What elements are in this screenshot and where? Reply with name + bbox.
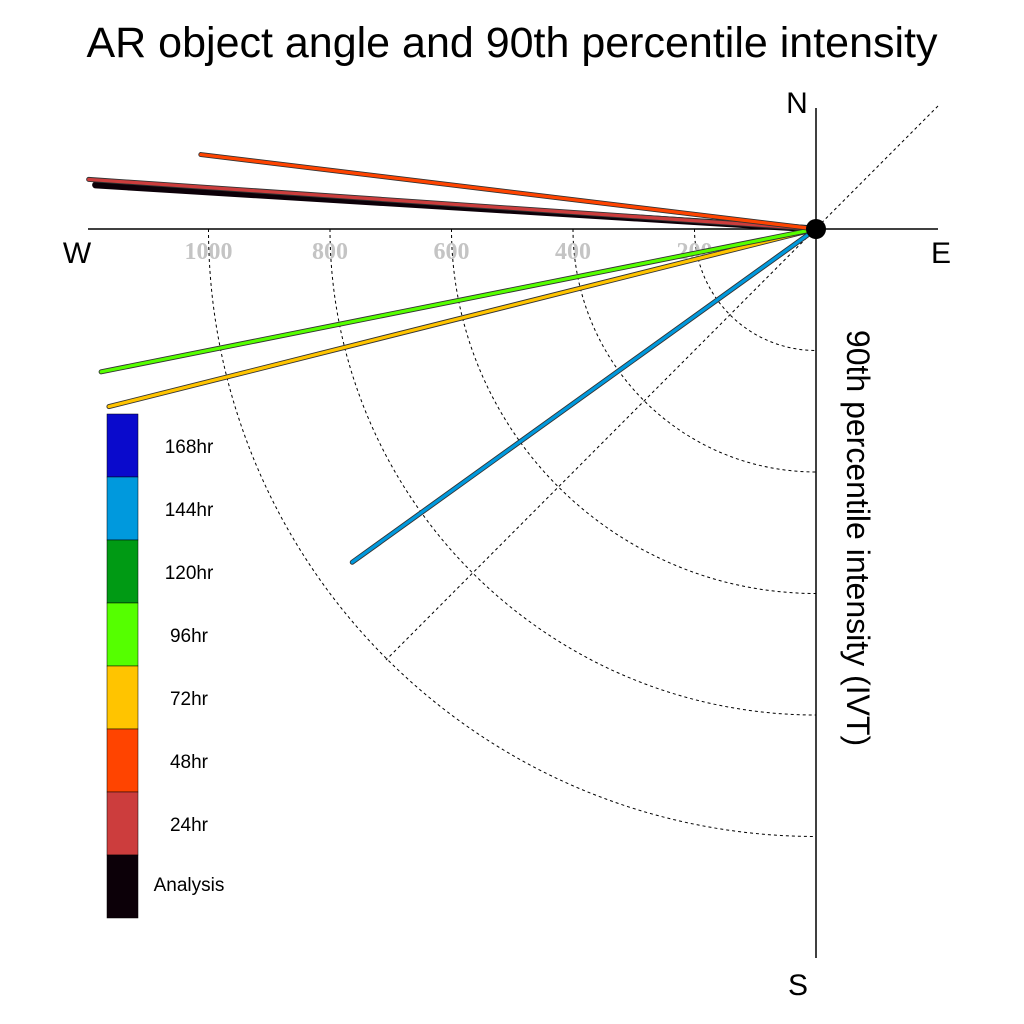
origin-marker — [806, 219, 826, 239]
tick-label-600: 600 — [434, 239, 470, 265]
series-line-144hr — [352, 229, 816, 562]
legend: 168hr 144hr 120hr 96hr 72hr 48hr 24hr Analysis — [107, 414, 224, 918]
legend-label-48hr: 48hr — [170, 752, 209, 773]
chart-title: AR object angle and 90th percentile inte… — [87, 19, 938, 67]
legend-swatch-96hr — [107, 603, 138, 666]
legend-swatch-168hr — [107, 414, 138, 477]
legend-swatch-24hr — [107, 792, 138, 855]
south-label: S — [788, 969, 808, 1002]
north-label: N — [786, 87, 808, 120]
legend-label-120hr: 120hr — [165, 563, 214, 584]
legend-swatch-72hr — [107, 666, 138, 729]
legend-swatch-144hr — [107, 477, 138, 540]
grid-circle-600 — [452, 229, 817, 594]
radial-tick-labels: 2004006008001000 — [185, 239, 713, 265]
tick-label-400: 400 — [555, 239, 591, 265]
polar-chart: AR object angle and 90th percentile inte… — [0, 0, 1024, 1024]
legend-swatch-120hr — [107, 540, 138, 603]
legend-swatch-analysis — [107, 855, 138, 918]
west-label: W — [63, 237, 92, 270]
tick-label-800: 800 — [312, 239, 348, 265]
legend-label-analysis: Analysis — [154, 875, 225, 896]
legend-swatch-48hr — [107, 729, 138, 792]
radial-axis-label: 90th percentile intensity (IVT) — [840, 330, 876, 746]
legend-label-96hr: 96hr — [170, 626, 209, 647]
east-label: E — [931, 237, 951, 270]
legend-label-168hr: 168hr — [165, 437, 214, 458]
legend-label-24hr: 24hr — [170, 815, 209, 836]
tick-label-1000: 1000 — [185, 239, 233, 265]
legend-label-72hr: 72hr — [170, 689, 209, 710]
legend-label-144hr: 144hr — [165, 500, 214, 521]
